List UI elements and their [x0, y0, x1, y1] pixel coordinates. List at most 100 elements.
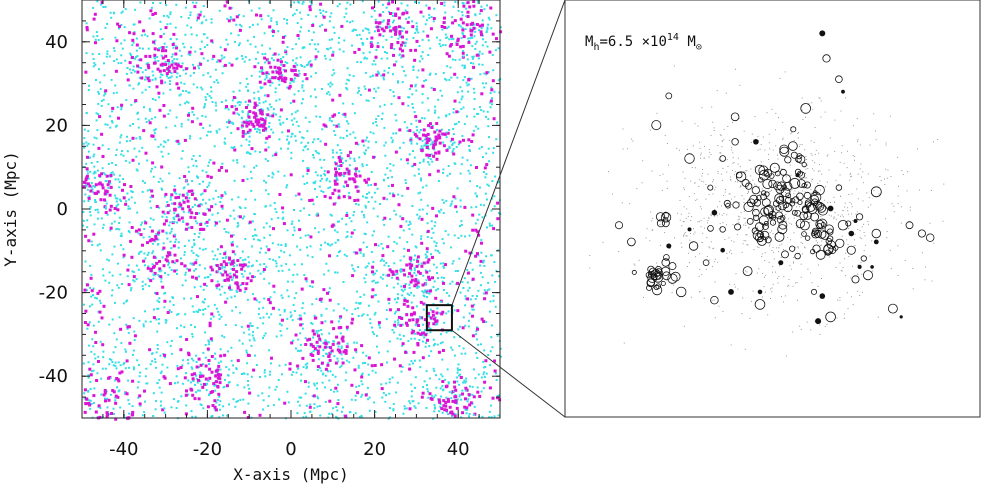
halo-particle-point — [84, 402, 88, 406]
field-particle-point — [422, 323, 425, 326]
halo-particle-point — [96, 291, 100, 295]
field-particle-point — [272, 173, 275, 176]
halo-particle-point — [447, 54, 451, 58]
halo-particle-point — [190, 373, 194, 377]
field-particle-point — [324, 320, 327, 323]
field-particle-point — [279, 314, 282, 316]
field-particle-point — [236, 101, 239, 104]
halo-particle-point — [144, 54, 148, 58]
field-particle-point — [312, 31, 315, 34]
halo-particle-point — [254, 114, 258, 118]
field-particle-point — [82, 211, 85, 213]
field-particle-point — [435, 36, 438, 39]
field-particle-point — [113, 379, 116, 382]
field-particle-point — [438, 211, 441, 214]
halo-particle-point — [391, 272, 395, 276]
field-particle-point — [262, 337, 264, 340]
field-particle-point — [480, 27, 483, 30]
field-particle-point — [248, 333, 251, 336]
field-particle-point — [298, 37, 300, 40]
halo-particle-point — [228, 257, 231, 261]
halo-particle-point — [468, 251, 472, 255]
halo-particle-point — [313, 347, 317, 350]
halo-particle-point — [83, 321, 87, 324]
halo-particle-point — [86, 182, 90, 186]
field-particle-point — [461, 156, 464, 159]
halo-particle-point — [437, 398, 441, 402]
field-particle-point — [168, 61, 171, 64]
field-particle-point — [163, 407, 166, 410]
halo-particle-point — [424, 333, 428, 337]
field-particle-point — [312, 336, 315, 339]
halo-particle-point — [185, 389, 188, 393]
field-particle-point — [468, 148, 471, 151]
field-particle-point — [106, 22, 109, 25]
halo-zoom-panel: Mh=6.5 ×1014 M⊙ — [564, 0, 981, 418]
halo-particle-point — [422, 128, 426, 132]
halo-particle-point — [279, 108, 283, 112]
dm-particle-point — [779, 78, 781, 79]
field-particle-point — [115, 338, 118, 341]
halo-particle-point — [240, 124, 244, 128]
dm-particle-point — [608, 171, 609, 173]
field-particle-point — [109, 115, 112, 118]
halo-particle-point — [387, 273, 391, 277]
field-particle-point — [314, 58, 317, 61]
field-particle-point — [289, 82, 292, 85]
halo-particle-point — [297, 192, 301, 196]
field-particle-point — [349, 157, 352, 160]
field-particle-point — [240, 126, 243, 129]
halo-particle-point — [246, 276, 250, 280]
field-particle-point — [172, 216, 175, 219]
field-particle-point — [234, 324, 237, 327]
field-particle-point — [367, 398, 370, 401]
field-particle-point — [167, 62, 170, 65]
field-particle-point — [272, 54, 275, 56]
halo-particle-point — [197, 204, 201, 208]
field-particle-point — [122, 256, 125, 259]
halo-particle-point — [273, 65, 277, 69]
field-particle-point — [174, 26, 177, 29]
field-particle-point — [225, 99, 227, 102]
halo-particle-point — [171, 260, 175, 264]
halo-particle-point — [371, 288, 375, 292]
field-particle-point — [283, 310, 286, 313]
field-particle-point — [145, 382, 148, 385]
field-particle-point — [253, 339, 256, 342]
halo-particle-point — [216, 384, 220, 388]
field-particle-point — [354, 136, 357, 139]
field-particle-point — [446, 27, 449, 30]
halo-particle-point — [180, 216, 184, 220]
field-particle-point — [370, 171, 373, 173]
field-particle-point — [168, 224, 171, 227]
halo-particle-point — [427, 139, 431, 142]
field-particle-point — [339, 366, 342, 369]
field-particle-point — [435, 244, 438, 247]
field-particle-point — [437, 210, 440, 213]
field-particle-point — [250, 74, 253, 77]
halo-particle-point — [273, 76, 277, 80]
field-particle-point — [457, 363, 460, 366]
halo-particle-point — [422, 261, 426, 265]
field-particle-point — [333, 390, 336, 393]
halo-particle-point — [354, 167, 358, 171]
field-particle-point — [413, 359, 416, 362]
field-particle-point — [452, 128, 455, 130]
halo-particle-point — [340, 24, 344, 28]
field-particle-point — [401, 323, 404, 326]
field-particle-point — [337, 345, 340, 348]
field-particle-point — [249, 43, 252, 46]
halo-particle-point — [103, 389, 107, 392]
halo-particle-point — [408, 129, 412, 133]
field-particle-point — [414, 406, 417, 409]
field-particle-point — [362, 144, 365, 147]
field-particle-point — [195, 374, 197, 377]
field-particle-point — [425, 4, 428, 7]
field-particle-point — [424, 345, 427, 348]
halo-particle-point — [402, 11, 405, 15]
field-particle-point — [268, 373, 271, 376]
field-particle-point — [322, 342, 325, 345]
field-particle-point — [340, 347, 343, 350]
field-particle-point — [198, 247, 201, 250]
field-particle-point — [334, 375, 337, 378]
